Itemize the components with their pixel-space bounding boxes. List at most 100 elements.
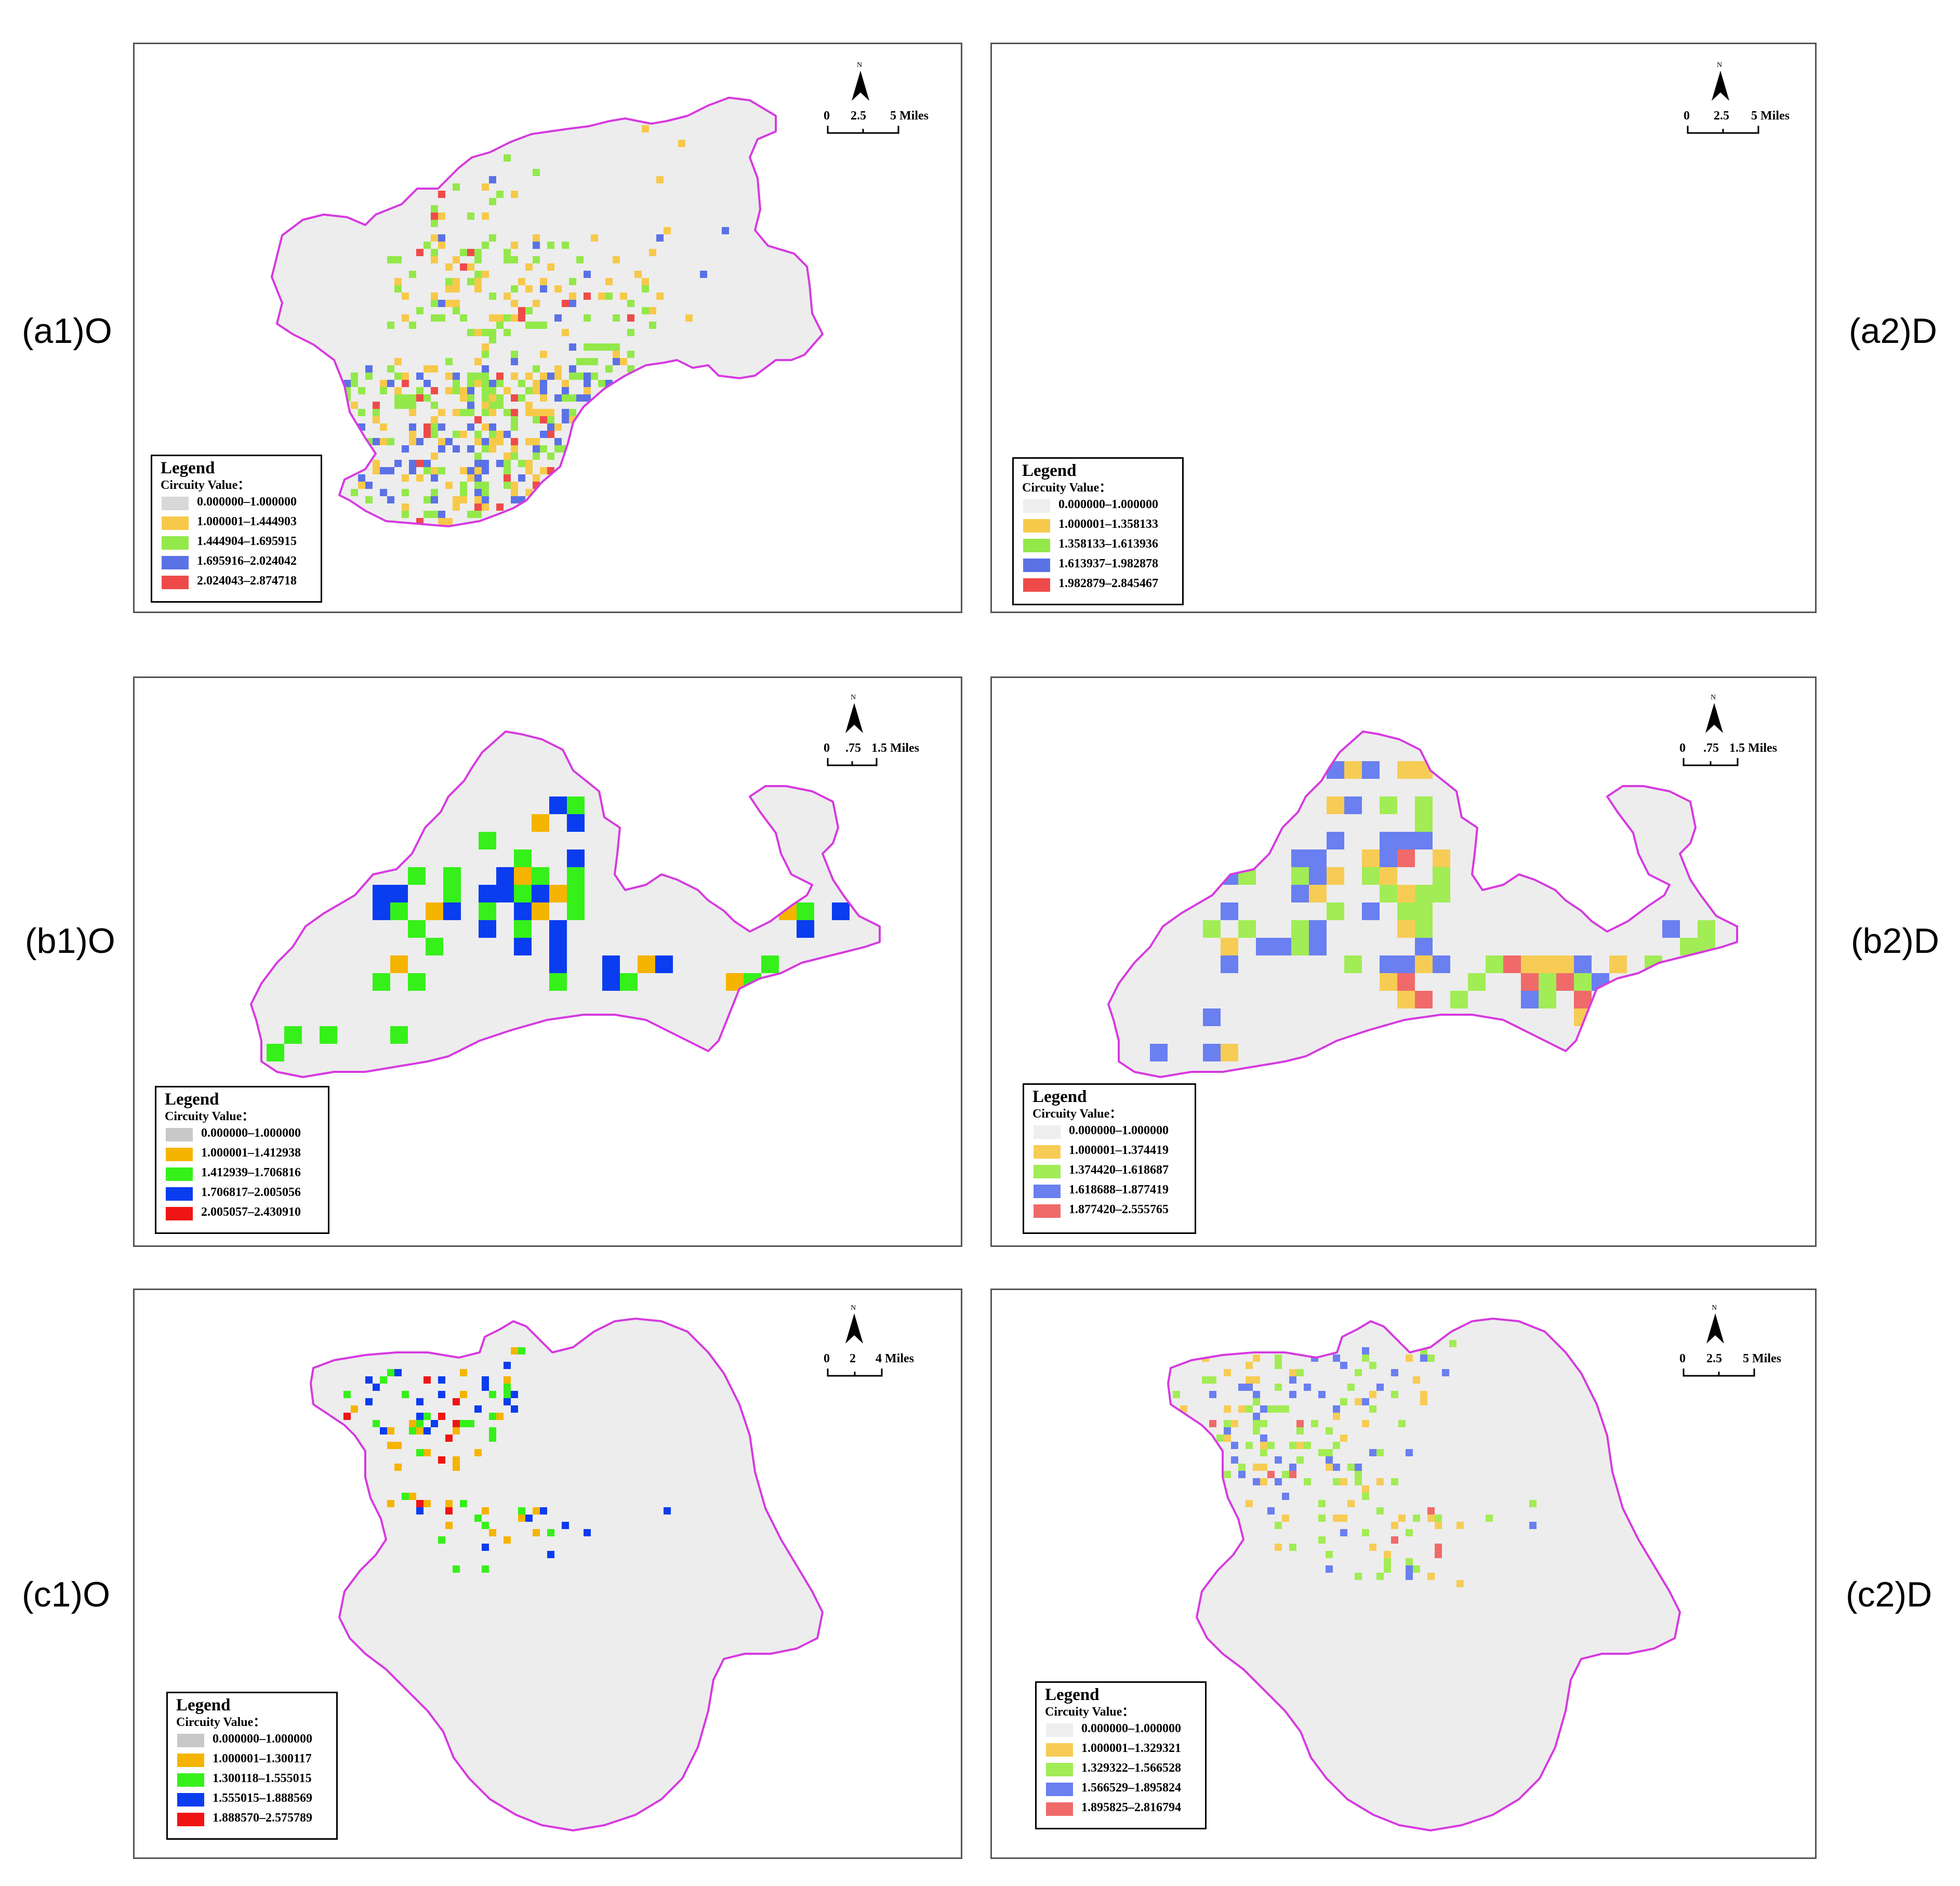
grid-cell	[445, 373, 453, 380]
grid-cell	[482, 402, 489, 409]
grid-cell	[489, 445, 496, 453]
grid-cell	[638, 955, 655, 973]
grid-cell	[409, 431, 416, 438]
grid-cell	[1420, 1391, 1427, 1398]
grid-cell	[460, 263, 467, 271]
grid-cell	[1362, 1354, 1369, 1362]
legend-item: 1.706817–2.005056	[156, 1183, 328, 1203]
grid-cell	[453, 183, 460, 191]
grid-cell	[431, 212, 438, 220]
grid-cell	[1369, 1544, 1376, 1551]
grid-cell	[584, 293, 591, 300]
grid-cell	[445, 1522, 453, 1529]
grid-cell	[1574, 991, 1592, 1008]
grid-cell	[460, 467, 467, 474]
grid-cell	[445, 1500, 453, 1507]
north-arrow-icon	[852, 71, 869, 101]
grid-cell	[1203, 920, 1221, 938]
grid-cell	[540, 387, 547, 394]
scale-label: 1.5 Miles	[871, 741, 919, 755]
legend-swatch	[177, 1773, 204, 1787]
map-canvas-c2	[1167, 1318, 1681, 1831]
legend-item: 2.005057–2.430910	[156, 1203, 328, 1223]
grid-cell	[460, 496, 467, 503]
legend-subtitle: Circuity Value：	[1032, 1107, 1122, 1121]
grid-cell	[562, 394, 569, 402]
grid-cell	[416, 1507, 423, 1515]
grid-cell	[409, 1427, 416, 1435]
grid-cell	[1427, 1573, 1435, 1580]
grid-cell	[504, 409, 511, 416]
grid-cell	[540, 1507, 547, 1515]
grid-cell	[365, 365, 373, 373]
grid-cell	[533, 474, 540, 482]
grid-cell	[1645, 955, 1662, 973]
legend-item: 0.000000–1.000000	[152, 493, 321, 512]
grid-cell	[416, 307, 423, 314]
grid-cell	[1391, 1391, 1398, 1398]
grid-cell	[613, 256, 620, 263]
grid-cell	[1318, 1449, 1326, 1456]
grid-cell	[482, 1565, 489, 1573]
legend-item: 1.444904–1.695915	[152, 532, 321, 552]
grid-cell	[620, 973, 638, 991]
grid-cell	[1260, 1478, 1267, 1485]
grid-cell	[1539, 973, 1556, 991]
grid-cell	[1398, 1515, 1406, 1522]
grid-cell	[479, 832, 496, 849]
scale-label: .75	[845, 741, 861, 755]
grid-cell	[1221, 1044, 1238, 1061]
scale-bar-line	[827, 126, 899, 134]
grid-cell	[474, 1515, 482, 1522]
grid-cell	[387, 380, 394, 387]
grid-cell	[547, 242, 554, 249]
grid-cell	[431, 205, 438, 212]
grid-cell	[387, 1427, 394, 1435]
grid-cell	[547, 431, 554, 438]
legend-swatch	[1023, 519, 1050, 533]
legend-item: 1.555015–1.888569	[168, 1789, 336, 1809]
grid-cell	[504, 1536, 511, 1544]
grid-cell	[511, 416, 518, 423]
legend-title: Legend	[1045, 1685, 1100, 1704]
grid-cell	[482, 438, 489, 445]
grid-cell	[482, 183, 489, 191]
grid-cell	[569, 293, 576, 300]
grid-cell	[390, 1026, 408, 1044]
grid-cell	[431, 365, 438, 373]
grid-cell	[1267, 1442, 1275, 1449]
legend-swatch	[177, 1754, 204, 1767]
grid-cell	[1369, 1391, 1376, 1398]
grid-cell	[1267, 1471, 1275, 1478]
grid-cell	[1397, 902, 1415, 920]
grid-cell	[1203, 1008, 1221, 1026]
grid-cell	[613, 343, 620, 351]
grid-cell	[358, 482, 365, 489]
grid-cell	[532, 867, 549, 885]
scale-bar-b1: N 0 .75 1.5 Miles	[824, 694, 959, 777]
grid-cell	[567, 814, 585, 832]
grid-cell	[518, 394, 525, 402]
grid-cell	[504, 1391, 511, 1398]
legend-item-label: 1.706817–2.005056	[201, 1186, 301, 1199]
circuity-cells	[343, 1347, 671, 1573]
grid-cell	[409, 438, 416, 445]
grid-cell	[474, 489, 482, 496]
grid-cell	[453, 1398, 460, 1405]
scale-label: 1.5 Miles	[1729, 741, 1777, 755]
grid-cell	[569, 409, 576, 416]
grid-cell	[453, 380, 460, 387]
grid-cell	[438, 1413, 445, 1420]
grid-cell	[1380, 955, 1397, 973]
grid-cell	[514, 849, 532, 867]
legend-subtitle: Circuity Value：	[161, 479, 250, 492]
grid-cell	[409, 402, 416, 409]
grid-cell	[496, 373, 504, 380]
grid-cell	[438, 518, 445, 525]
grid-cell	[605, 365, 613, 373]
grid-cell	[1355, 1464, 1362, 1471]
grid-cell	[402, 511, 409, 518]
grid-cell	[1221, 955, 1238, 973]
grid-cell	[387, 467, 394, 474]
grid-cell	[423, 423, 431, 431]
